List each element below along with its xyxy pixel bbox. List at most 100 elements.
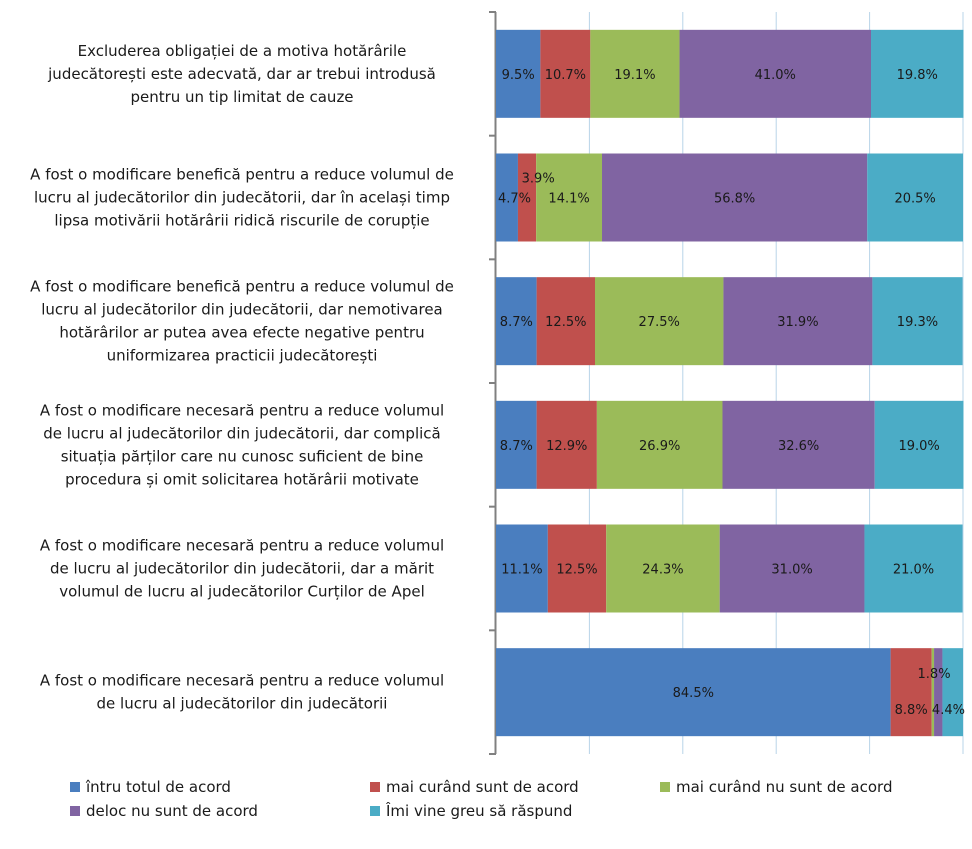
category-label-line: pentru un tip limitat de cauze xyxy=(130,88,353,106)
bar-segment xyxy=(723,277,873,366)
data-label: 20.5% xyxy=(894,192,935,207)
data-label: 8.7% xyxy=(500,439,533,454)
bar-segment xyxy=(942,648,963,737)
bar-segment xyxy=(590,29,680,118)
bar-segment xyxy=(547,524,607,613)
stacked-bar-chart: 9.5% 10.7% 19.1% 41.0% 19.8% 4.7% 3.9% 14.1% 56.… xyxy=(30,11,965,755)
bar-segment xyxy=(934,648,943,737)
category-label-line: de lucru al judecătorilor din judecători… xyxy=(50,560,434,578)
bar-segment xyxy=(719,524,865,613)
bar-segment xyxy=(871,29,964,118)
bar-segment xyxy=(496,29,541,118)
bar-segment xyxy=(540,29,591,118)
data-label: 56.8% xyxy=(714,192,755,207)
legend-item-mai-curand-nu: mai curând nu sunt de acord xyxy=(660,778,892,796)
bar-segment xyxy=(496,153,518,242)
legend-swatch xyxy=(370,782,380,792)
legend-swatch xyxy=(70,782,80,792)
category-label: A fost o modificare benefică pentru a re… xyxy=(30,278,454,365)
category-label-line: volumul de lucru al judecătorilor Curțil… xyxy=(59,583,425,601)
data-label: 4.7% xyxy=(498,192,531,207)
data-label: 9.5% xyxy=(502,68,535,83)
category-label-line: A fost o modificare benefică pentru a re… xyxy=(30,278,454,296)
data-label: 19.8% xyxy=(897,68,938,83)
category-label: Excluderea obligației de a motiva hotărâ… xyxy=(47,42,436,106)
data-label: 21.0% xyxy=(893,563,934,578)
data-label: 1.8% xyxy=(918,667,951,682)
category-label-line: lucru al judecătorilor din judecătorii, … xyxy=(34,189,450,207)
bar-segment xyxy=(679,29,872,118)
data-label: 19.0% xyxy=(898,439,939,454)
legend-item-greu: Îmi vine greu să răspund xyxy=(370,802,572,820)
category-label-line: situația părților care nu cunosc suficie… xyxy=(61,447,424,465)
data-label: 84.5% xyxy=(673,686,714,701)
data-label: 24.3% xyxy=(642,563,683,578)
data-label: 3.9% xyxy=(522,172,555,187)
bar-segment xyxy=(595,277,724,366)
category-label-line: de lucru al judecătorilor din judecători… xyxy=(43,424,440,442)
category-label-line: A fost o modificare necesară pentru a re… xyxy=(40,672,444,690)
bar-segment xyxy=(864,524,963,613)
bar-segment xyxy=(890,648,932,737)
data-label: 32.6% xyxy=(778,439,819,454)
legend-item-mai-curand-acord: mai curând sunt de acord xyxy=(370,778,579,796)
legend-label: mai curând sunt de acord xyxy=(386,778,579,796)
data-label: 10.7% xyxy=(545,68,586,83)
data-label: 27.5% xyxy=(639,315,680,330)
category-labels: Excluderea obligației de a motiva hotărâ… xyxy=(30,42,454,713)
bar-segment xyxy=(517,153,537,242)
bar-segment xyxy=(867,153,963,242)
bar-segment xyxy=(536,153,603,242)
category-label-line: lipsa motivării hotărârii ridică riscuri… xyxy=(54,212,429,230)
legend-label: Îmi vine greu să răspund xyxy=(386,802,573,820)
category-label: A fost o modificare necesară pentru a re… xyxy=(40,537,444,601)
bars: 9.5% 10.7% 19.1% 41.0% 19.8% 4.7% 3.9% 14.1% 56.… xyxy=(496,29,965,737)
data-label: 12.5% xyxy=(556,563,597,578)
category-label-line: A fost o modificare necesară pentru a re… xyxy=(40,401,444,419)
data-label: 12.9% xyxy=(546,439,587,454)
data-label: 26.9% xyxy=(639,439,680,454)
data-label: 31.0% xyxy=(771,563,812,578)
data-label: 14.1% xyxy=(548,192,589,207)
data-label: 19.3% xyxy=(897,315,938,330)
category-label: A fost o modificare necesară pentru a re… xyxy=(40,401,444,488)
category-label-line: Excluderea obligației de a motiva hotărâ… xyxy=(78,42,407,60)
category-label-line: procedura și omit solicitarea hotărârii … xyxy=(65,470,419,488)
category-label-line: hotărârilor ar putea avea efecte negativ… xyxy=(59,324,424,342)
bar-segment xyxy=(536,277,596,366)
data-label: 8.8% xyxy=(895,703,928,718)
bar-segment xyxy=(496,400,537,489)
gridlines xyxy=(495,12,964,754)
legend-label: deloc nu sunt de acord xyxy=(86,802,258,820)
category-label-line: judecătorești este adecvată, dar ar treb… xyxy=(47,65,436,83)
data-label: 12.5% xyxy=(545,315,586,330)
category-label: A fost o modificare benefică pentru a re… xyxy=(30,166,454,230)
bar-segment xyxy=(496,648,891,737)
bar-segment xyxy=(722,400,875,489)
data-label: 4.4% xyxy=(932,703,965,718)
category-label: A fost o modificare necesară pentru a re… xyxy=(40,672,444,713)
y-axis xyxy=(489,11,497,755)
data-label: 19.1% xyxy=(614,68,655,83)
bar-segment xyxy=(536,400,597,489)
bar-segment xyxy=(874,400,964,489)
bar-segment xyxy=(596,400,723,489)
category-label-line: de lucru al judecătorilor din judecători… xyxy=(97,695,388,713)
legend-item-deloc: deloc nu sunt de acord xyxy=(70,802,258,820)
legend-label: mai curând nu sunt de acord xyxy=(676,778,893,796)
bar-segment xyxy=(496,524,548,613)
chart-legend: întru totul de acord mai curând sunt de … xyxy=(70,772,970,842)
data-label: 41.0% xyxy=(755,68,796,83)
data-label: 11.1% xyxy=(501,563,542,578)
data-label: 31.9% xyxy=(777,315,818,330)
category-label-line: uniformizarea practicii judecătorești xyxy=(107,347,378,365)
legend-swatch xyxy=(370,806,380,816)
legend-label: întru totul de acord xyxy=(86,778,231,796)
category-label-line: A fost o modificare necesară pentru a re… xyxy=(40,537,444,555)
bar-segment xyxy=(602,153,868,242)
bar-segment xyxy=(931,648,935,737)
legend-swatch xyxy=(70,806,80,816)
category-label-line: A fost o modificare benefică pentru a re… xyxy=(30,166,454,184)
data-label: 8.7% xyxy=(500,315,533,330)
legend-swatch xyxy=(660,782,670,792)
